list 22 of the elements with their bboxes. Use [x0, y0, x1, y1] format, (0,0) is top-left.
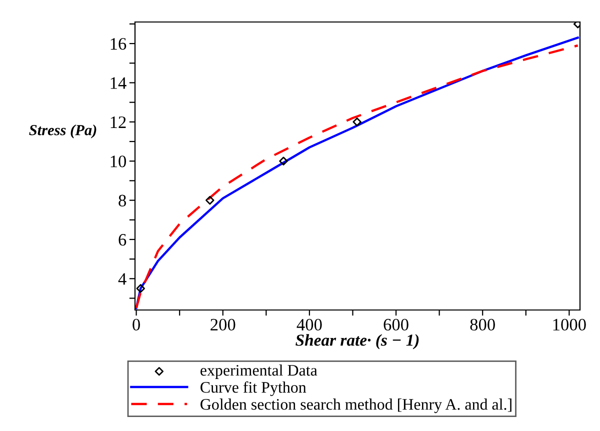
x-tick-label: 600 [384, 318, 408, 331]
y-tick-label: 10 [110, 156, 126, 168]
y-tick-label: 14 [110, 77, 126, 89]
y-tick-label: 12 [110, 116, 126, 128]
y-tick-label: 4 [118, 273, 126, 285]
x-tick-label: 1000 [553, 318, 586, 331]
x-tick-label: 200 [210, 318, 236, 331]
y-tick-label: 16 [110, 38, 126, 50]
legend-label: Curve fit Python [200, 381, 306, 396]
x-tick-label: 0 [132, 318, 140, 331]
y-tick-label: 8 [118, 194, 126, 206]
y-axis-title: Stress (Pa) [29, 124, 96, 138]
x-tick-label: 400 [296, 318, 322, 331]
point [352, 118, 362, 126]
point [136, 284, 145, 293]
x-tick-label: 800 [470, 318, 495, 331]
legend-label: experimental Data [200, 364, 318, 379]
point [206, 196, 214, 205]
point [279, 156, 288, 166]
x-axis-title: Shear rate· (s − 1) [296, 334, 419, 350]
y-tick-label: 6 [118, 234, 126, 246]
legend-label: Golden section search method [Henry A. and al.] [200, 398, 512, 414]
